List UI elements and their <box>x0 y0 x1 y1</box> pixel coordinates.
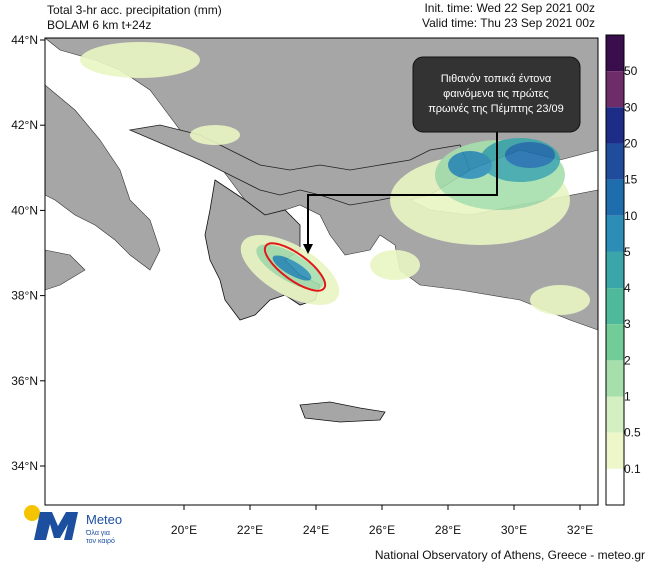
lon-label: 28°E <box>435 523 461 537</box>
colorbar-segment <box>606 179 624 216</box>
colorbar-segment <box>606 143 624 180</box>
lat-label: 40°N <box>11 203 38 217</box>
lat-label: 36°N <box>11 374 38 388</box>
lat-label: 42°N <box>11 118 38 132</box>
lon-label: 22°E <box>237 523 263 537</box>
annotation: φαινόμενα τις πρώτες <box>443 88 549 100</box>
colorbar-segment <box>606 251 624 289</box>
colorbar-segment <box>606 215 624 252</box>
colorbar-segment <box>606 288 624 325</box>
init-time: Init. time: Wed 22 Sep 2021 00z <box>424 1 595 15</box>
colorbar-segment <box>606 35 624 72</box>
lat-label: 38°N <box>11 289 38 303</box>
colorbar-label: 10 <box>624 209 638 223</box>
colorbar-segment <box>606 71 624 108</box>
colorbar-segment <box>606 396 624 433</box>
valid-time: Valid time: Thu 23 Sep 2021 00z <box>422 16 595 30</box>
lon-label: 20°E <box>171 523 197 537</box>
colorbar-label: 3 <box>624 317 631 331</box>
colorbar-segment <box>606 432 624 469</box>
annotation: Πιθανόν τοπικά έντονα <box>441 73 552 85</box>
map: Πιθανόν τοπικά έντονα φαινόμενα τις πρώτ… <box>44 37 599 506</box>
lon-label: 24°E <box>303 523 329 537</box>
colorbar-label: 1 <box>624 390 631 404</box>
colorbar-segment <box>606 360 624 397</box>
lat-label: 44°N <box>11 33 38 47</box>
colorbar-label: 50 <box>624 64 638 78</box>
colorbar-label: 4 <box>624 281 631 295</box>
lon-label: 26°E <box>369 523 395 537</box>
colorbar-segment <box>606 324 624 361</box>
annotation: πρωινές της Πέμπτης 23/09 <box>428 103 564 115</box>
title: Total 3-hr acc. precipitation (mm) <box>47 3 222 17</box>
colorbar-label: 15 <box>624 173 638 187</box>
colorbar-label: 20 <box>624 136 638 150</box>
colorbar-segment <box>606 468 624 505</box>
footer: National Observatory of Athens, Greece -… <box>375 548 645 562</box>
lon-label: 32°E <box>567 523 593 537</box>
logo: Meteo Όλα για τον καιρό <box>24 505 122 545</box>
logo-tagline: Όλα για <box>85 530 110 537</box>
colorbar-label: 0.1 <box>624 462 641 476</box>
colorbar-label: 2 <box>624 353 631 367</box>
colorbar-frame <box>605 34 625 506</box>
colorbar-segment <box>606 107 624 144</box>
logo-name: Meteo <box>86 512 122 527</box>
lon-label: 30°E <box>501 523 527 537</box>
model: BOLAM 6 km t+24z <box>47 18 151 32</box>
logo-tagline: τον καιρό <box>86 537 115 545</box>
colorbar-label: 30 <box>624 100 638 114</box>
lat-label: 34°N <box>11 459 38 473</box>
graticule-labels: 44°N 42°N 40°N 38°N 36°N 34°N 20°E 22°E 24°E 26°E… <box>11 33 593 537</box>
colorbar: 50 30 20 15 10 5 4 3 2 1 0.5 0.1 <box>605 34 641 506</box>
colorbar-label: 0.5 <box>624 426 641 440</box>
colorbar-label: 5 <box>624 245 631 259</box>
